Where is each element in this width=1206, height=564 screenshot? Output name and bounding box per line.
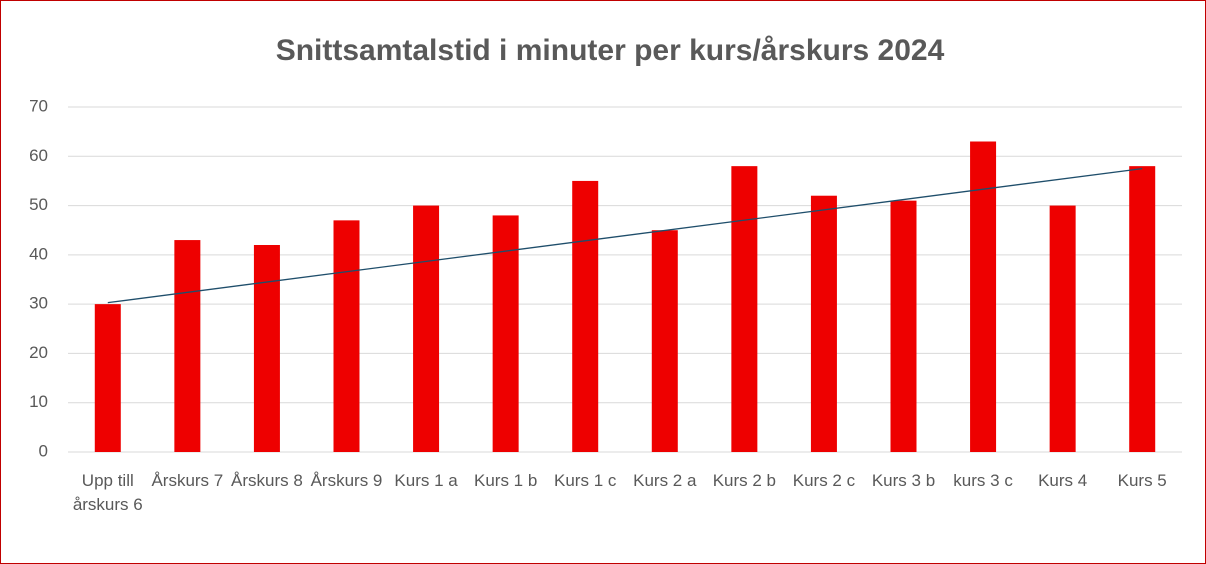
y-tick-label: 60 [29,146,48,165]
trendline [107,167,1143,304]
chart-title: Snittsamtalstid i minuter per kurs/årsku… [276,34,945,67]
x-tick-label: Årskurs 7 [151,471,224,490]
y-tick-label: 10 [29,392,48,411]
y-tick-label: 70 [29,96,48,115]
x-tick-label: Kurs 2 b [712,471,776,490]
x-tick-label: Årskurs 9 [310,471,383,490]
bar [731,166,758,452]
bar [572,180,599,452]
y-tick-label: 50 [29,195,48,214]
bar [651,230,678,452]
x-tick-label: Kurs 1 b [473,471,538,490]
y-tick-label: 20 [29,343,48,362]
bar [333,220,360,452]
x-tick-label: Kurs 2 c [792,471,856,490]
bar [94,304,121,452]
bar [253,245,280,452]
x-tick-label: Kurs 2 a [633,471,697,490]
bar [890,200,917,452]
x-tick-label: kurs 3 c [953,471,1013,490]
x-tick-label: Kurs 1 c [554,471,617,490]
bar [174,240,201,452]
y-tick-label: 40 [29,244,48,263]
bar [810,195,837,452]
bar [413,205,440,452]
x-tick-label: Upp till årskurs 6 [72,471,143,514]
x-tick-label: Årskurs 8 [231,471,303,490]
bar [492,215,519,452]
y-tick-label: 0 [39,441,48,460]
bar [970,141,997,452]
x-tick-label: Kurs 3 b [871,471,936,490]
bar [1129,166,1156,452]
bar [1049,205,1076,452]
y-tick-label: 30 [29,294,48,313]
x-tick-label: Kurs 5 [1117,471,1167,490]
x-tick-label: Kurs 4 [1038,471,1088,490]
x-tick-label: Kurs 1 a [394,471,458,490]
